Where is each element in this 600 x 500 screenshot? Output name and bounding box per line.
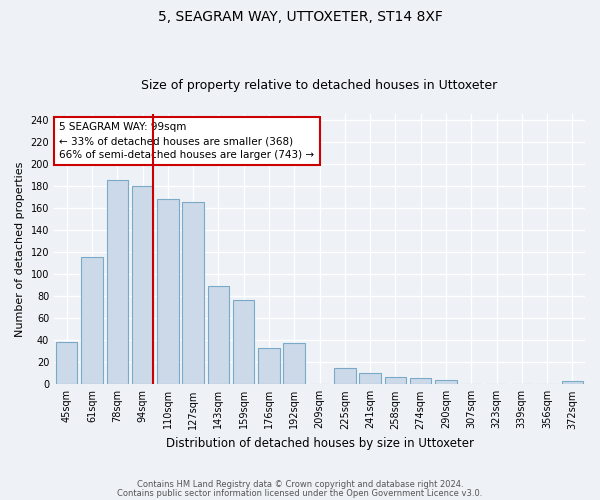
Text: Contains public sector information licensed under the Open Government Licence v3: Contains public sector information licen… [118, 489, 482, 498]
Bar [107, 180, 128, 384]
Bar [562, 381, 583, 384]
Y-axis label: Number of detached properties: Number of detached properties [15, 162, 25, 337]
Text: 5 SEAGRAM WAY: 99sqm
← 33% of detached houses are smaller (368)
66% of semi-deta: 5 SEAGRAM WAY: 99sqm ← 33% of detached h… [59, 122, 314, 160]
Bar [157, 199, 179, 384]
Bar [233, 300, 254, 384]
Bar [182, 202, 204, 384]
Bar [385, 376, 406, 384]
Bar [334, 368, 356, 384]
Text: Contains HM Land Registry data © Crown copyright and database right 2024.: Contains HM Land Registry data © Crown c… [137, 480, 463, 489]
Bar [435, 380, 457, 384]
Bar [258, 348, 280, 385]
Bar [132, 186, 153, 384]
Text: 5, SEAGRAM WAY, UTTOXETER, ST14 8XF: 5, SEAGRAM WAY, UTTOXETER, ST14 8XF [158, 10, 442, 24]
Title: Size of property relative to detached houses in Uttoxeter: Size of property relative to detached ho… [142, 79, 497, 92]
Bar [56, 342, 77, 384]
Bar [410, 378, 431, 384]
Bar [359, 374, 381, 384]
Bar [208, 286, 229, 384]
Bar [283, 344, 305, 384]
Bar [81, 258, 103, 384]
X-axis label: Distribution of detached houses by size in Uttoxeter: Distribution of detached houses by size … [166, 437, 473, 450]
